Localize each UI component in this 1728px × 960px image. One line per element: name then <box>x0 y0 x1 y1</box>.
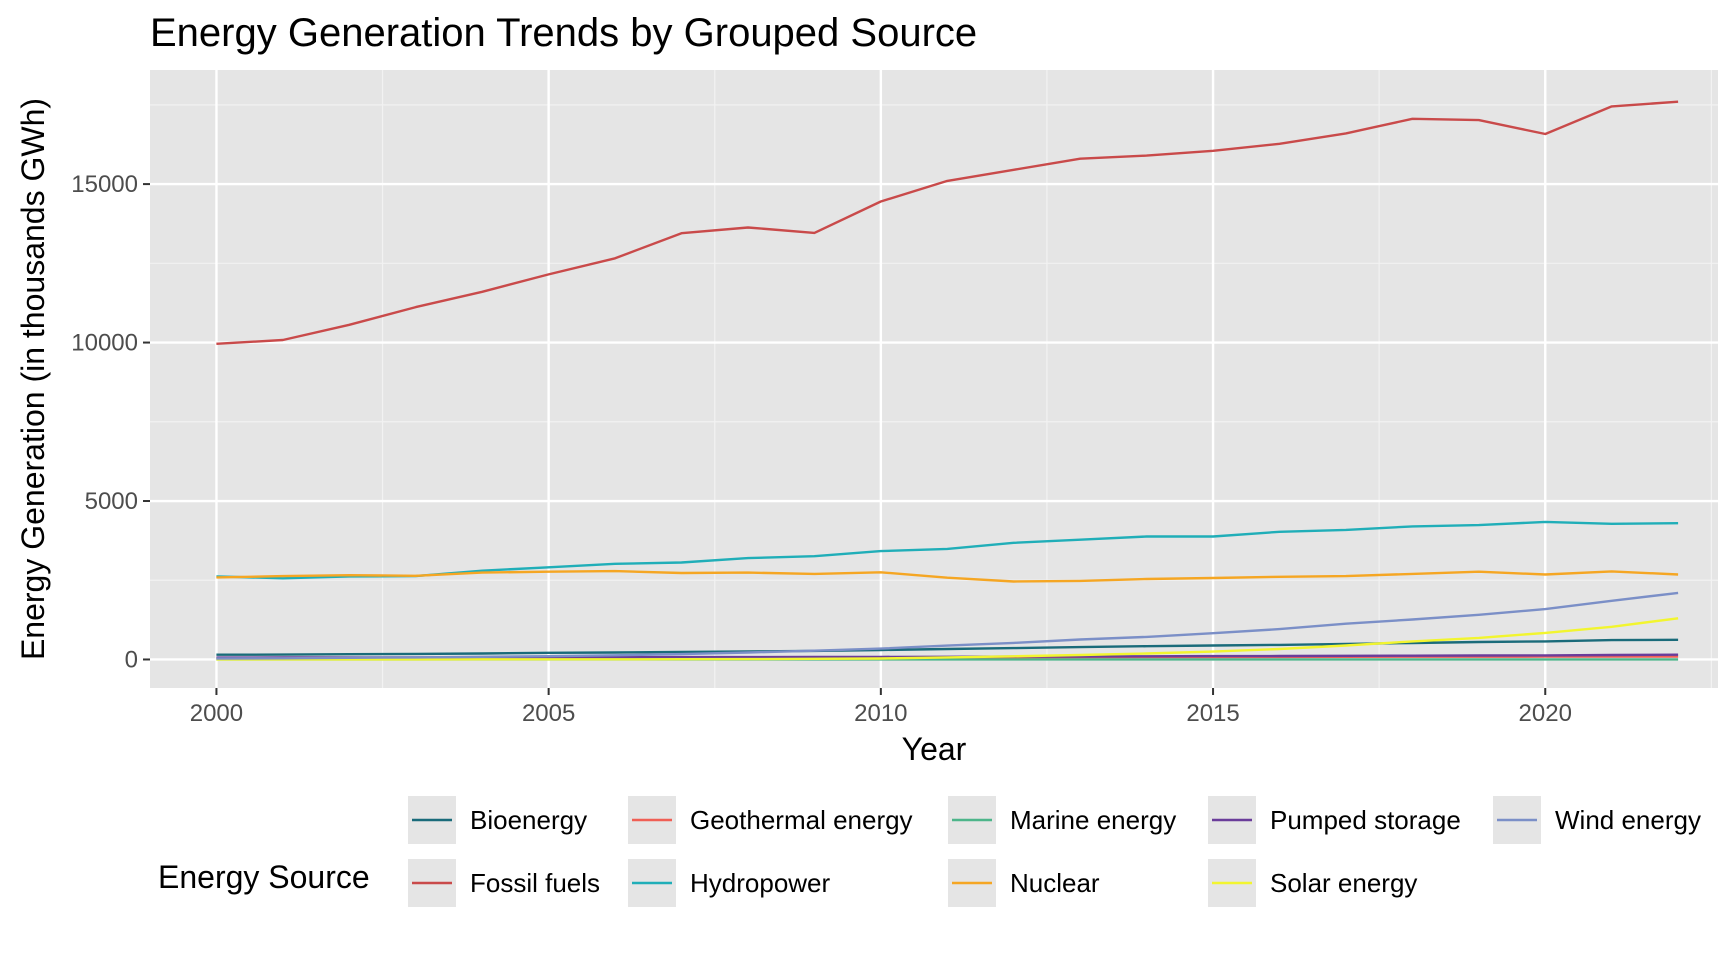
minor-gridlines <box>150 70 1718 688</box>
plot-panel <box>150 70 1718 688</box>
y-tick-label: 15000 <box>71 171 138 198</box>
legend-label: Nuclear <box>1010 868 1100 898</box>
x-tick-label: 2005 <box>522 700 575 727</box>
legend-title: Energy Source <box>158 859 370 895</box>
legend-label: Bioenergy <box>470 805 587 835</box>
legend-label: Solar energy <box>1270 868 1417 898</box>
legend-label: Fossil fuels <box>470 868 600 898</box>
x-tick-label: 2020 <box>1519 700 1572 727</box>
legend-item-marine-energy: Marine energy <box>948 796 1176 844</box>
chart-title: Energy Generation Trends by Grouped Sour… <box>150 11 977 55</box>
legend: Bioenergy Fossil fuels Geothermal energy Hy… <box>408 796 1701 907</box>
series-line-bioenergy <box>216 638 1679 656</box>
series-line-nuclear <box>216 569 1679 583</box>
legend-item-bioenergy: Bioenergy <box>408 796 587 844</box>
y-axis-title: Energy Generation (in thousands GWh) <box>15 98 51 660</box>
legend-item-solar-energy: Solar energy <box>1208 859 1417 907</box>
series-line-solar-energy <box>216 617 1679 661</box>
x-tick-label: 2010 <box>854 700 907 727</box>
y-axis-ticks: 0 5000 10000 15000 <box>71 171 150 673</box>
series-lines <box>216 100 1679 661</box>
legend-item-geothermal-energy: Geothermal energy <box>628 796 913 844</box>
legend-item-nuclear: Nuclear <box>948 859 1100 907</box>
x-tick-label: 2015 <box>1186 700 1239 727</box>
legend-item-fossil-fuels: Fossil fuels <box>408 859 600 907</box>
x-axis-ticks: 2000 2005 2010 2015 2020 <box>190 688 1572 727</box>
x-tick-label: 2000 <box>190 700 243 727</box>
series-line-wind-energy <box>216 591 1679 660</box>
legend-item-hydropower: Hydropower <box>628 859 831 907</box>
y-tick-label: 10000 <box>71 330 138 357</box>
x-axis-title: Year <box>902 731 967 767</box>
legend-item-pumped-storage: Pumped storage <box>1208 796 1461 844</box>
y-tick-label: 0 <box>125 646 138 673</box>
legend-label: Wind energy <box>1555 805 1701 835</box>
legend-label: Pumped storage <box>1270 805 1461 835</box>
legend-label: Geothermal energy <box>690 805 913 835</box>
series-line-fossil-fuels <box>216 100 1679 345</box>
legend-item-wind-energy: Wind energy <box>1493 796 1701 844</box>
legend-label: Hydropower <box>690 868 831 898</box>
y-tick-label: 5000 <box>85 488 138 515</box>
legend-label: Marine energy <box>1010 805 1176 835</box>
